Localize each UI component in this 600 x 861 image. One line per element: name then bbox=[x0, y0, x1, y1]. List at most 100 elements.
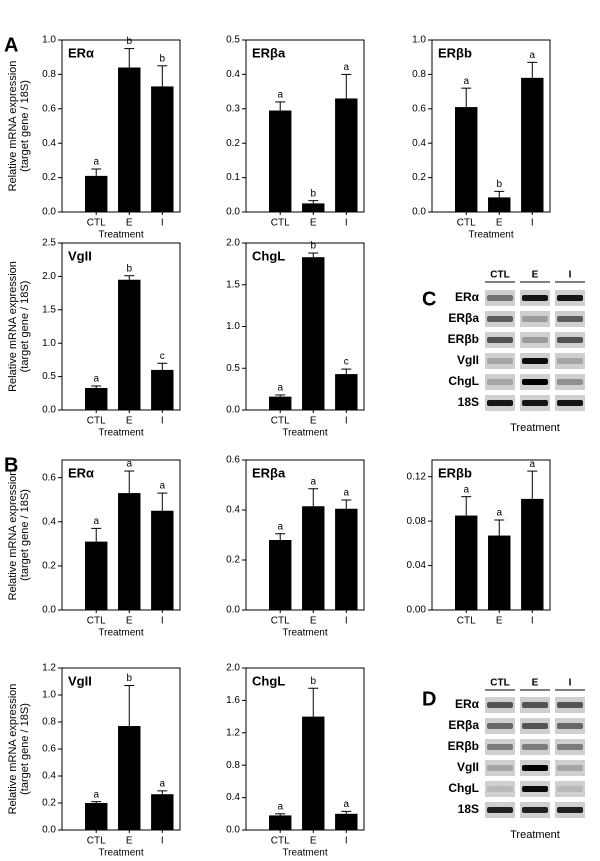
gel-lane bbox=[520, 332, 550, 348]
y-tick-label: 0.2 bbox=[42, 561, 56, 572]
gel-row-label: ChgL bbox=[448, 781, 479, 795]
y-tick-label: 0.4 bbox=[42, 771, 56, 782]
y-tick-label: 0.5 bbox=[226, 363, 240, 374]
y-tick-label: 2.0 bbox=[226, 663, 240, 674]
error-bar bbox=[461, 496, 472, 516]
gel-row-label: ERα bbox=[455, 697, 480, 711]
significance-letter: a bbox=[277, 521, 283, 532]
y-tick-label: 0.0 bbox=[226, 405, 240, 416]
gel-band bbox=[557, 702, 583, 708]
y-tick-label: 0.8 bbox=[42, 69, 56, 80]
gel-lane bbox=[485, 290, 515, 306]
bar bbox=[455, 515, 478, 610]
bar bbox=[151, 369, 174, 410]
bar bbox=[269, 540, 292, 610]
x-tick-label: E bbox=[310, 416, 317, 427]
error-bar bbox=[341, 810, 352, 814]
bar bbox=[488, 197, 511, 212]
gel-band bbox=[522, 337, 548, 343]
gel-band bbox=[487, 765, 513, 771]
y-axis-label: (target gene / 18S) bbox=[19, 281, 31, 373]
plot-frame bbox=[61, 242, 181, 411]
gel-lane bbox=[555, 760, 585, 776]
y-tick-label: 0.04 bbox=[407, 560, 427, 571]
y-tick-label: 0.8 bbox=[42, 717, 56, 728]
y-tick-label: 0.2 bbox=[42, 798, 56, 809]
x-tick-label: E bbox=[496, 218, 503, 229]
gel-band bbox=[522, 807, 548, 813]
error-bar bbox=[527, 61, 538, 78]
x-axis-label: Treatment bbox=[98, 230, 143, 241]
significance-letter: a bbox=[530, 50, 536, 61]
y-tick-label: 0.3 bbox=[226, 103, 240, 114]
bar bbox=[455, 107, 478, 212]
gel-row-label: 18S bbox=[458, 395, 479, 409]
plot-frame bbox=[245, 667, 365, 831]
gel-row-label: VgII bbox=[457, 353, 479, 367]
y-tick-label: 0.12 bbox=[407, 471, 427, 482]
x-axis-label: Treatment bbox=[98, 428, 143, 439]
significance-letter: c bbox=[160, 351, 165, 362]
error-bar bbox=[124, 275, 135, 280]
bar bbox=[335, 374, 358, 410]
chart-title: ERα bbox=[68, 465, 94, 480]
gel-band bbox=[522, 295, 548, 301]
bar bbox=[302, 716, 325, 830]
y-tick-label: 1.0 bbox=[42, 338, 56, 349]
gel-band bbox=[522, 786, 548, 792]
panel-label: A bbox=[4, 34, 18, 56]
significance-letter: a bbox=[277, 90, 283, 101]
y-tick-label: 2.5 bbox=[42, 238, 56, 249]
y-tick-label: 0.0 bbox=[42, 605, 56, 616]
bar bbox=[118, 726, 141, 830]
gel-row-label: 18S bbox=[458, 802, 479, 816]
error-bar bbox=[308, 200, 319, 204]
panel-label: C bbox=[422, 288, 436, 310]
gel-band bbox=[557, 765, 583, 771]
gel-band bbox=[487, 723, 513, 729]
x-tick-label: I bbox=[531, 218, 534, 229]
gel-band bbox=[487, 337, 513, 343]
y-tick-label: 0.2 bbox=[412, 172, 426, 183]
gel-band bbox=[557, 379, 583, 385]
significance-letter: a bbox=[344, 799, 350, 810]
y-tick-label: 0.0 bbox=[412, 207, 426, 218]
y-tick-label: 0.4 bbox=[226, 792, 240, 803]
y-axis-label: Relative mRNA expression bbox=[7, 470, 19, 601]
error-bar bbox=[275, 394, 286, 397]
error-bar bbox=[157, 492, 168, 511]
y-tick-label: 0.0 bbox=[226, 605, 240, 616]
x-tick-label: CTL bbox=[457, 616, 476, 627]
significance-letter: b bbox=[310, 188, 316, 199]
gel-row-label: ERα bbox=[455, 290, 480, 304]
gel-band bbox=[487, 400, 513, 406]
bar bbox=[151, 86, 174, 212]
x-axis-label: Treatment bbox=[282, 428, 327, 439]
plot-frame bbox=[61, 459, 181, 611]
y-tick-label: 0.5 bbox=[226, 35, 240, 46]
plot-frame bbox=[245, 242, 365, 411]
y-tick-label: 1.2 bbox=[42, 663, 56, 674]
significance-letter: a bbox=[277, 801, 283, 812]
error-bar bbox=[341, 73, 352, 99]
y-tick-label: 0.6 bbox=[226, 455, 240, 466]
error-bar bbox=[308, 687, 319, 717]
lane-label: E bbox=[532, 270, 539, 281]
bar bbox=[335, 98, 358, 212]
x-tick-label: CTL bbox=[87, 416, 106, 427]
error-bar bbox=[461, 87, 472, 108]
x-tick-label: I bbox=[161, 218, 164, 229]
x-tick-label: E bbox=[496, 616, 503, 627]
significance-letter: a bbox=[160, 778, 166, 789]
x-tick-label: I bbox=[161, 616, 164, 627]
x-tick-label: E bbox=[310, 218, 317, 229]
y-tick-label: 0.0 bbox=[226, 207, 240, 218]
lane-label: I bbox=[569, 270, 572, 281]
y-tick-label: 0.2 bbox=[226, 138, 240, 149]
x-axis-label: Treatment bbox=[98, 628, 143, 639]
gel-band bbox=[487, 807, 513, 813]
y-tick-label: 0.00 bbox=[407, 605, 427, 616]
significance-letter: a bbox=[160, 481, 166, 492]
gel-lane bbox=[555, 781, 585, 797]
